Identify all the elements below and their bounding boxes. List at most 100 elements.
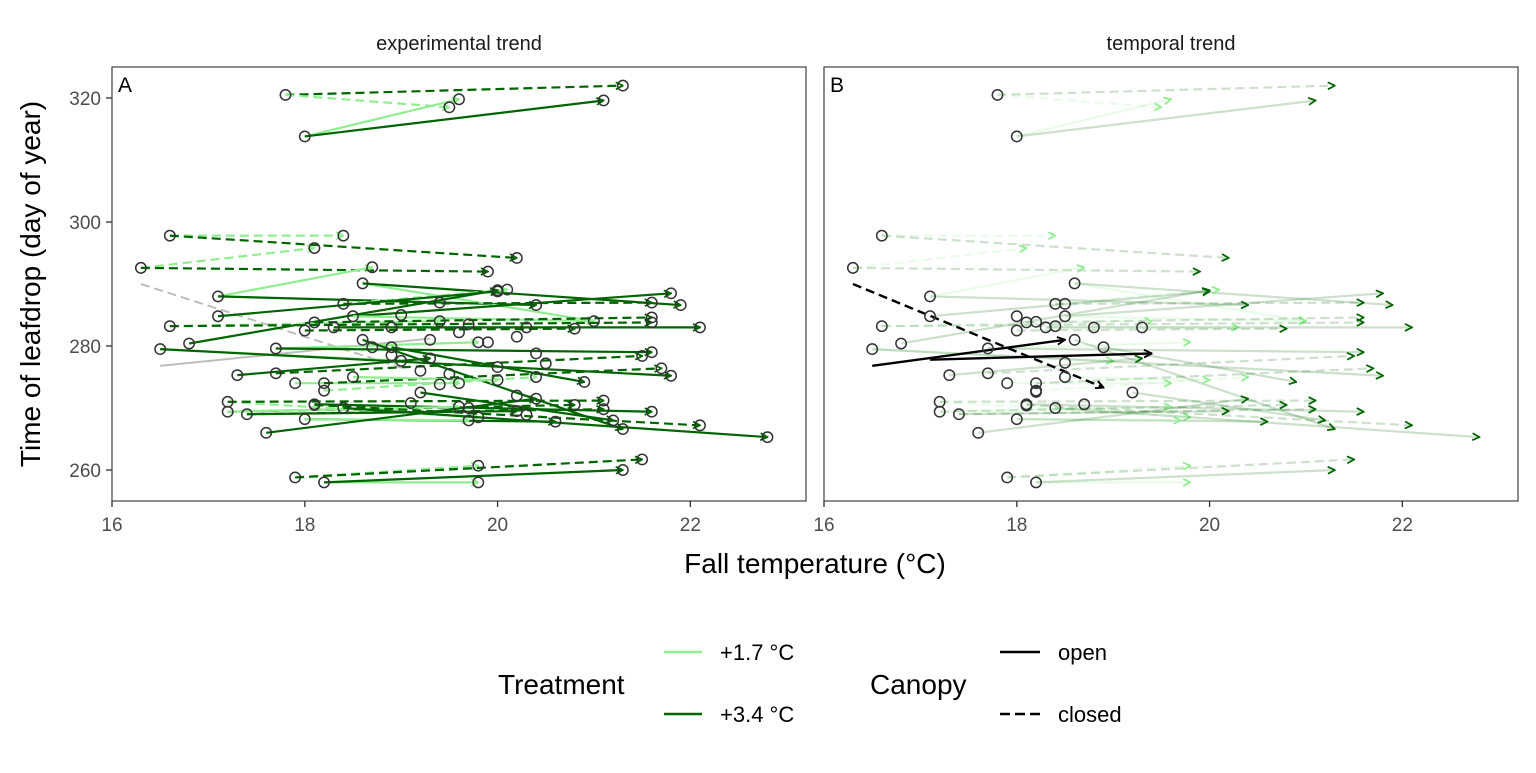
data-point — [163, 229, 176, 242]
data-point — [163, 320, 176, 333]
treatment-arrow — [188, 290, 497, 345]
y-tick-label: 320 — [69, 89, 101, 110]
treatment-arrow — [1036, 470, 1335, 484]
data-point — [414, 386, 427, 399]
data-point — [895, 337, 908, 350]
summary-arrow — [852, 282, 1104, 388]
x-tick-label: 22 — [680, 515, 701, 536]
legend-label-open: open — [1058, 640, 1107, 665]
treatment-arrow — [1074, 282, 1393, 305]
treatment-arrow — [169, 234, 517, 258]
data-point — [866, 343, 879, 356]
data-point — [404, 397, 417, 409]
data-point — [568, 322, 581, 335]
treatment-arrow — [362, 282, 681, 305]
data-point — [933, 405, 946, 418]
data-point — [520, 321, 533, 334]
data-point — [530, 371, 543, 383]
data-point — [337, 402, 350, 414]
data-point — [443, 101, 456, 114]
treatment-arrow — [929, 295, 1248, 305]
data-point — [694, 419, 706, 432]
x-axis-title: Fall temperature (°C) — [684, 548, 946, 579]
data-point — [597, 403, 610, 416]
data-point — [356, 277, 369, 290]
treatment-arrow — [1074, 282, 1306, 321]
treatment-arrow — [978, 399, 1248, 434]
data-point — [395, 354, 408, 367]
treatment-arrow — [314, 317, 651, 324]
treatment-arrow — [304, 329, 575, 331]
panel-b-x-ticks: 16 18 20 22 — [813, 501, 1413, 536]
data-point — [875, 320, 888, 333]
treatment-arrow — [285, 86, 623, 96]
treatment-arrow — [1016, 329, 1287, 331]
data-point — [347, 371, 359, 383]
data-point — [1068, 333, 1081, 346]
data-point — [327, 321, 340, 334]
data-point — [1010, 310, 1023, 323]
treatment-arrow — [304, 419, 469, 420]
data-point — [846, 261, 859, 274]
panel-a-x-ticks: 16 18 20 22 — [101, 501, 701, 536]
data-point — [665, 287, 678, 300]
data-point — [972, 426, 985, 439]
data-point — [279, 88, 292, 101]
data-point — [1126, 386, 1139, 399]
grey-reference-line — [160, 337, 431, 367]
panel-a-border — [111, 66, 807, 502]
treatment-arrow — [997, 86, 1335, 96]
treatment-arrow — [1035, 377, 1248, 392]
treatment-arrow — [1016, 100, 1316, 138]
data-point — [952, 408, 965, 421]
treatment-arrow — [1026, 403, 1363, 411]
data-point — [298, 413, 311, 426]
panel-b: temporal trend B 16 18 20 22 — [813, 33, 1519, 536]
data-point — [1059, 310, 1071, 323]
data-point — [481, 336, 494, 349]
treatment-arrow — [275, 356, 642, 375]
treatment-arrow — [352, 293, 671, 318]
x-tick-label: 22 — [1392, 515, 1413, 536]
data-point — [395, 309, 408, 321]
data-point — [539, 357, 552, 370]
treatment-arrow — [1103, 346, 1297, 382]
treatment-arrow — [900, 290, 1209, 345]
data-point — [645, 296, 658, 309]
data-point — [587, 315, 600, 328]
y-tick-label: 260 — [69, 461, 101, 482]
data-point — [472, 476, 485, 489]
data-point — [510, 389, 523, 402]
data-point — [462, 402, 475, 414]
data-point — [549, 415, 562, 428]
treatment-arrow — [1026, 317, 1363, 324]
data-point — [433, 315, 446, 328]
data-point — [1059, 371, 1071, 383]
treatment-arrow — [1007, 466, 1190, 479]
treatment-arrow — [217, 291, 498, 318]
data-point — [875, 229, 888, 242]
data-point — [356, 333, 369, 346]
panel-a: experimental trend A 16 18 20 22 260 280 300 3… — [69, 33, 807, 536]
treatment-arrow — [295, 459, 642, 479]
treatment-arrow — [852, 266, 1200, 272]
panel-b-border — [823, 66, 1519, 502]
treatment-arrow — [246, 409, 604, 416]
treatment-arrow — [1007, 459, 1354, 479]
data-point — [568, 398, 581, 411]
data-point — [943, 369, 956, 382]
treatment-arrow — [227, 407, 459, 413]
x-tick-label: 20 — [487, 515, 508, 536]
data-point — [991, 88, 1004, 101]
data-point — [1001, 377, 1014, 390]
data-point — [636, 453, 649, 466]
legend-canopy-title: Canopy — [870, 669, 967, 700]
data-point — [453, 377, 465, 390]
treatment-arrow — [362, 338, 623, 429]
data-point — [212, 290, 224, 303]
data-point — [1097, 341, 1110, 354]
treatment-arrow — [1064, 315, 1306, 321]
data-point — [597, 394, 610, 407]
summary-arrow — [929, 353, 1152, 361]
